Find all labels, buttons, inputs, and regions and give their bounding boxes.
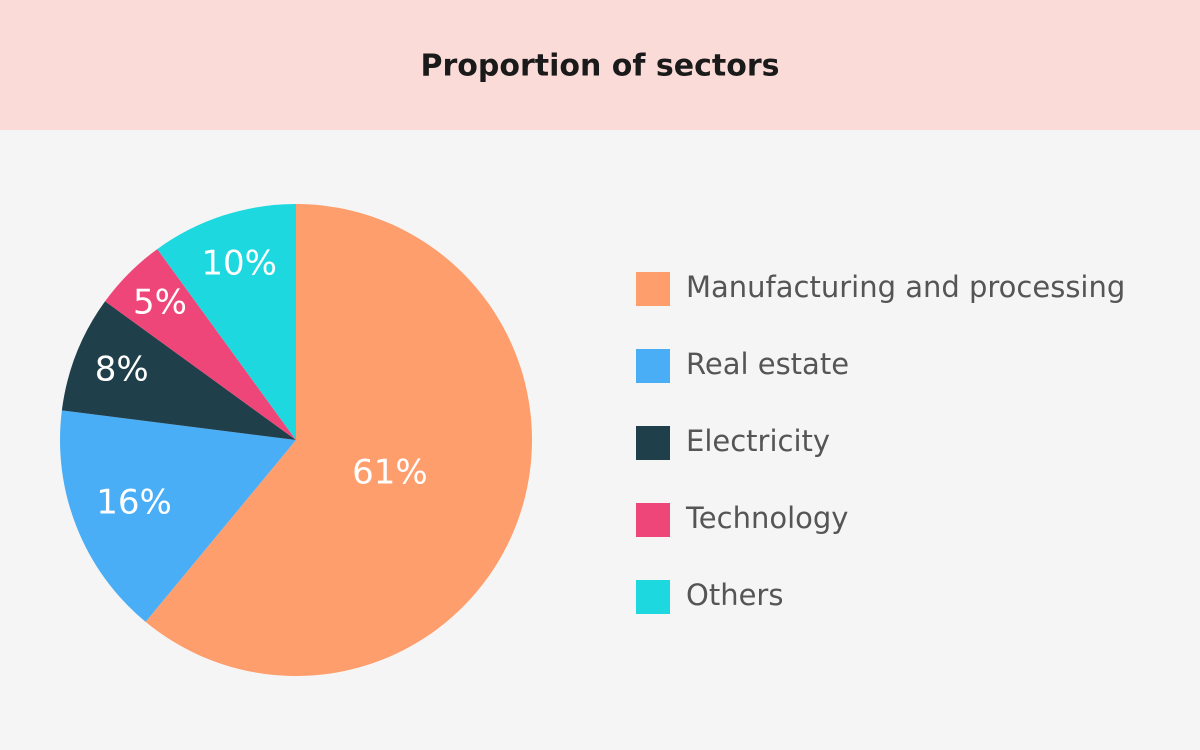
legend-swatch — [636, 426, 670, 460]
pie-slice — [59, 410, 296, 622]
chart-title: Proportion of sectors — [420, 49, 779, 84]
legend-text: Electricity — [686, 424, 830, 458]
legend-swatch — [636, 349, 670, 383]
legend-text: Technology — [685, 501, 848, 535]
value-label: 5% — [133, 282, 187, 322]
value-label: 10% — [201, 243, 277, 283]
pie-slice — [61, 301, 296, 440]
legend-text: Others — [686, 578, 783, 612]
legend-text: Manufacturing and processing — [686, 270, 1125, 304]
legend-text: Real estate — [686, 347, 849, 381]
header-band — [0, 0, 1200, 130]
legend-swatch — [636, 580, 670, 614]
pie-slice — [105, 249, 296, 440]
pie-slice — [157, 204, 296, 440]
value-label: 16% — [96, 483, 172, 523]
legend-swatch — [636, 503, 670, 537]
value-label: 61% — [352, 452, 428, 492]
value-label: 8% — [95, 350, 149, 390]
legend-swatch — [636, 272, 670, 306]
pie-slice — [145, 204, 532, 676]
